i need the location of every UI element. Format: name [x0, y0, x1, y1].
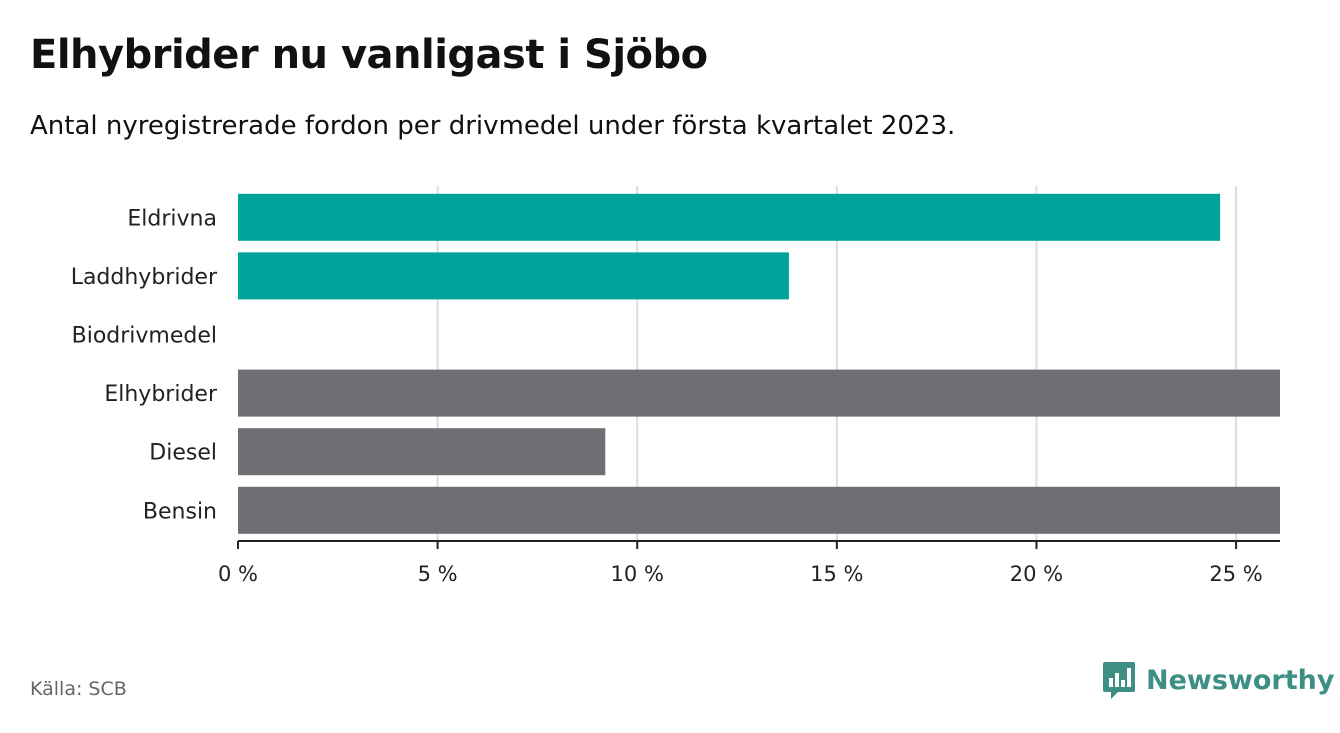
- x-tick-label: 5 %: [418, 562, 458, 586]
- brand-name: Newsworthy: [1146, 664, 1335, 696]
- gridlines: [436, 186, 1238, 541]
- category-label: Bensin: [143, 499, 217, 524]
- x-tick-label: 20 %: [1010, 562, 1063, 586]
- bar-bensin: [238, 486, 1280, 534]
- chart-subtitle: Antal nyregistrerade fordon per drivmede…: [30, 111, 956, 141]
- category-label: Diesel: [149, 441, 217, 466]
- x-tick-label: 25 %: [1209, 562, 1262, 586]
- bar-laddhybrider: [238, 252, 789, 300]
- brand-logo: Newsworthy: [1102, 660, 1334, 700]
- source-note: Källa: SCB: [30, 678, 127, 700]
- category-label: Laddhybrider: [71, 265, 218, 290]
- category-labels: Eldrivna Laddhybrider Biodrivmedel Elhybrid…: [71, 206, 218, 524]
- category-label: Biodrivmedel: [72, 324, 217, 349]
- bar-diesel: [238, 428, 606, 476]
- bar-chart: 0 % 5 % 10 % 15 % 20 % 25 % Eldrivna Laddhybri…: [71, 186, 1280, 586]
- newsworthy-logo-icon: [1103, 662, 1135, 699]
- x-tick-label: 15 %: [810, 562, 863, 586]
- category-label: Eldrivna: [127, 206, 217, 231]
- bar-eldrivna: [238, 193, 1221, 241]
- x-tick-label: 0 %: [218, 562, 258, 586]
- x-tick-label: 10 %: [611, 562, 664, 586]
- x-axis: 0 % 5 % 10 % 15 % 20 % 25 %: [218, 540, 1280, 586]
- bar-elhybrider: [238, 369, 1280, 417]
- chart-title: Elhybrider nu vanligast i Sjöbo: [30, 32, 708, 78]
- bars: [238, 193, 1280, 534]
- category-label: Elhybrider: [104, 382, 218, 407]
